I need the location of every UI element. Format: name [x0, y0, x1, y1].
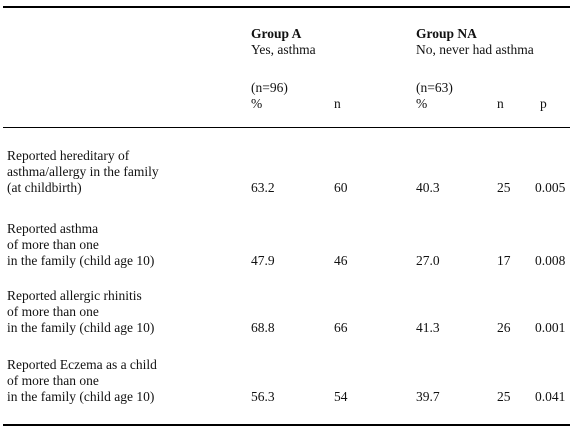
row-label: Reported Eczema as a child of more than … [7, 357, 157, 404]
group-a-n-total: (n=96) [251, 80, 288, 95]
group-na-n-value: 25 [497, 389, 511, 404]
row-label: Reported allergic rhinitis of more than … [7, 288, 155, 335]
group-na-n-total: (n=63) [416, 80, 453, 95]
group-na-n-value: 25 [497, 180, 511, 195]
group-na-subtitle: No, never had asthma [416, 42, 534, 57]
table-top-rule [3, 6, 570, 8]
group-a-n-value: 60 [334, 180, 348, 195]
group-a-title: Group A [251, 26, 302, 41]
row-label: Reported hereditary of asthma/allergy in… [7, 148, 159, 195]
group-a-pct-value: 63.2 [251, 180, 275, 195]
group-a-pct-header: % [251, 96, 263, 111]
group-na-pct-header: % [416, 96, 428, 111]
p-value: 0.005 [535, 180, 566, 195]
row-label: Reported asthma of more than one in the … [7, 221, 155, 268]
group-na-title: Group NA [416, 26, 477, 41]
group-na-pct-value: 27.0 [416, 253, 440, 268]
group-a-n-value: 66 [334, 320, 348, 335]
group-na-pct-value: 40.3 [416, 180, 440, 195]
group-na-n-header: n [497, 96, 504, 111]
group-a-pct-value: 56.3 [251, 389, 275, 404]
group-na-pct-value: 39.7 [416, 389, 440, 404]
p-value-header: p [540, 96, 547, 111]
table-bottom-rule [3, 424, 570, 426]
header-separator-rule [3, 127, 570, 128]
group-a-n-header: n [334, 96, 341, 111]
p-value: 0.008 [535, 253, 566, 268]
group-na-pct-value: 41.3 [416, 320, 440, 335]
group-a-n-value: 54 [334, 389, 348, 404]
group-a-subtitle: Yes, asthma [251, 42, 316, 57]
p-value: 0.041 [535, 389, 566, 404]
group-a-n-value: 46 [334, 253, 348, 268]
group-na-n-value: 26 [497, 320, 511, 335]
group-a-pct-value: 47.9 [251, 253, 275, 268]
group-a-pct-value: 68.8 [251, 320, 275, 335]
p-value: 0.001 [535, 320, 566, 335]
group-na-n-value: 17 [497, 253, 511, 268]
